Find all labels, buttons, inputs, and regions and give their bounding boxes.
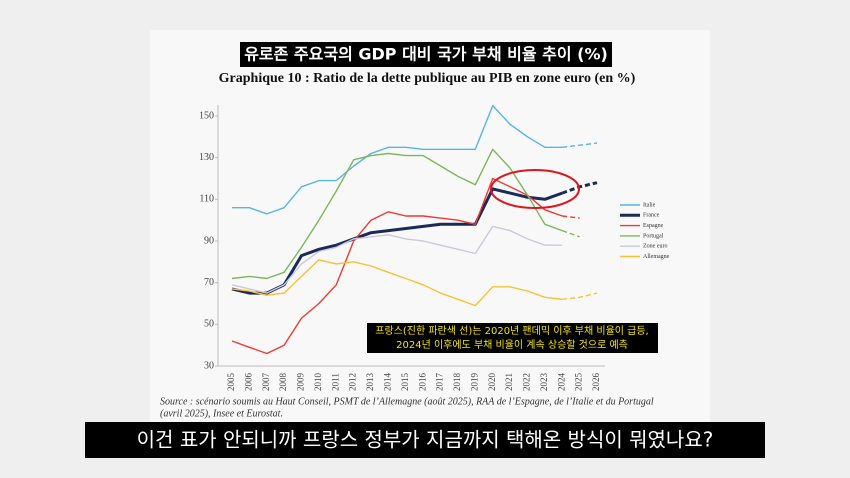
x-tick-label: 2012 bbox=[348, 373, 358, 391]
x-tick-label: 2024 bbox=[556, 373, 566, 392]
x-tick-label: 2006 bbox=[243, 373, 253, 392]
y-tick-label: 110 bbox=[199, 194, 214, 205]
legend-label: Allemagne bbox=[643, 254, 670, 260]
chart-title: Graphique 10 : Ratio de la dette publiqu… bbox=[219, 71, 636, 86]
caption: 이건 표가 안되니까 프랑스 정부가 지금까지 택해온 방식이 뭐였나요? bbox=[137, 428, 714, 452]
projection-line bbox=[562, 215, 580, 219]
x-tick-label: 2020 bbox=[487, 373, 497, 392]
y-tick-label: 150 bbox=[199, 110, 214, 121]
x-tick-label: 2010 bbox=[313, 373, 323, 392]
x-tick-label: 2011 bbox=[330, 373, 340, 391]
x-tick-label: 2016 bbox=[417, 373, 427, 392]
y-tick-label: 130 bbox=[199, 152, 214, 163]
y-tick-label: 50 bbox=[204, 319, 214, 330]
x-tick-label: 2022 bbox=[522, 373, 532, 391]
x-tick-label: 2026 bbox=[591, 373, 601, 392]
legend-label: Zone euro bbox=[643, 244, 668, 250]
legend-label: Portugal bbox=[643, 233, 664, 239]
y-tick-label: 30 bbox=[204, 360, 214, 371]
x-tick-label: 2009 bbox=[296, 373, 306, 392]
overlay-title: 유로존 주요국의 GDP 대비 국가 부채 비율 추이 (%) bbox=[244, 45, 608, 64]
x-tick-label: 2005 bbox=[226, 373, 236, 392]
x-tick-label: 2015 bbox=[400, 373, 410, 392]
source-line: Source : scénario soumis au Haut Conseil… bbox=[160, 396, 654, 407]
series-line bbox=[231, 177, 563, 355]
highlight-circle bbox=[490, 169, 580, 209]
legend-label: France bbox=[643, 213, 660, 219]
x-tick-label: 2013 bbox=[365, 373, 375, 392]
y-tick-label: 90 bbox=[204, 235, 214, 246]
x-tick-label: 2008 bbox=[278, 373, 288, 392]
series-line bbox=[231, 148, 563, 280]
overlay-title-box bbox=[240, 42, 612, 67]
x-tick-label: 2017 bbox=[435, 373, 445, 392]
plot: 30 50 70 90 110 130 150 2005 2006 2007 2008 2009 201… bbox=[199, 104, 670, 392]
projection-line bbox=[561, 229, 580, 238]
source-line: (avril 2025), Insee et Eurostat. bbox=[160, 408, 283, 419]
series-line bbox=[231, 187, 563, 295]
series-line bbox=[231, 259, 563, 307]
projection-line bbox=[562, 142, 598, 148]
series-line bbox=[231, 225, 563, 294]
projection-line bbox=[562, 292, 598, 300]
chart-panel bbox=[150, 30, 710, 430]
x-tick-label: 2019 bbox=[469, 373, 479, 392]
x-tick-label: 2021 bbox=[504, 373, 514, 391]
series-line bbox=[232, 104, 563, 215]
annotation-box bbox=[367, 323, 658, 353]
legend-label: Espagne bbox=[643, 223, 664, 229]
x-tick-label: 2007 bbox=[261, 373, 271, 392]
caption-box bbox=[85, 422, 765, 458]
x-tick-label: 2025 bbox=[574, 373, 584, 392]
legend-label: Italie bbox=[643, 202, 656, 208]
y-tick-label: 70 bbox=[204, 277, 214, 288]
x-tick-label: 2018 bbox=[452, 373, 462, 392]
annotation-line: 프랑스(진한 파란색 선)는 2020년 팬데믹 이후 부채 비율이 급등, bbox=[375, 325, 648, 337]
x-tick-label: 2014 bbox=[382, 373, 392, 392]
annotation-line: 2024년 이후에도 부채 비율이 계속 상승할 것으로 예측 bbox=[396, 339, 628, 351]
x-tick-label: 2023 bbox=[539, 373, 549, 392]
